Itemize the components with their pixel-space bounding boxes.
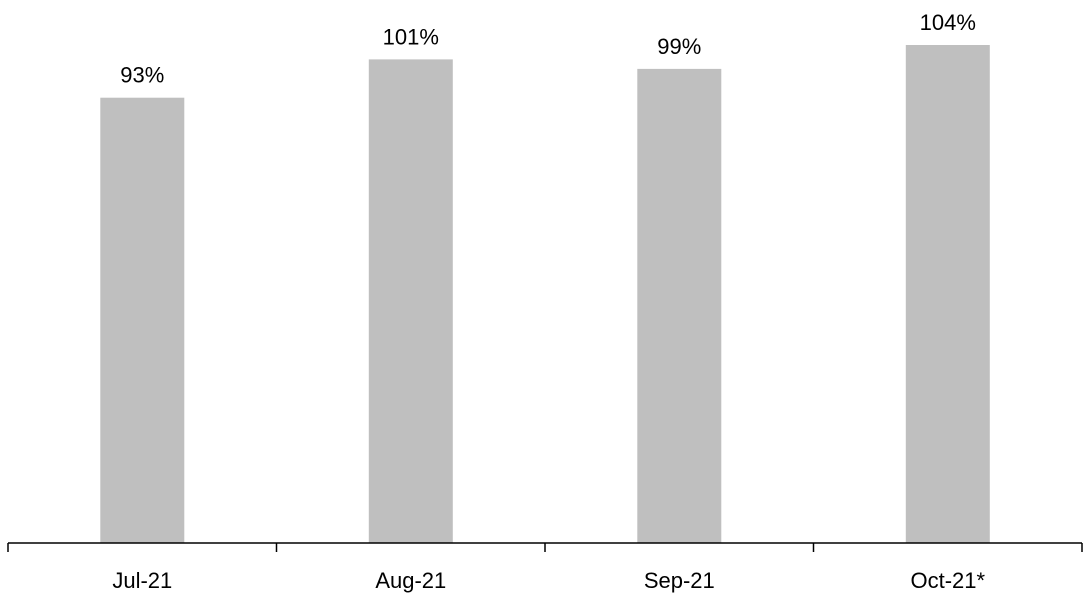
bars-group — [100, 45, 990, 544]
data-label: 99% — [657, 34, 701, 59]
bar-sep-21 — [637, 68, 722, 544]
x-tick-label: Sep-21 — [644, 568, 715, 593]
x-axis — [7, 542, 1083, 552]
x-tick-labels-group: Jul-21 Aug-21 Sep-21 Oct-21* — [112, 568, 985, 593]
data-labels-group: 93% 101% 99% 104% — [120, 10, 976, 88]
bar-jul-21 — [100, 97, 185, 543]
x-tick-label: Aug-21 — [375, 568, 446, 593]
data-label: 101% — [383, 24, 439, 49]
data-label: 93% — [120, 63, 164, 88]
bar-oct-21 — [905, 45, 990, 543]
x-tick-label: Jul-21 — [112, 568, 172, 593]
x-tick-label: Oct-21* — [911, 568, 986, 593]
bar-aug-21 — [368, 59, 453, 544]
data-label: 104% — [920, 10, 976, 35]
